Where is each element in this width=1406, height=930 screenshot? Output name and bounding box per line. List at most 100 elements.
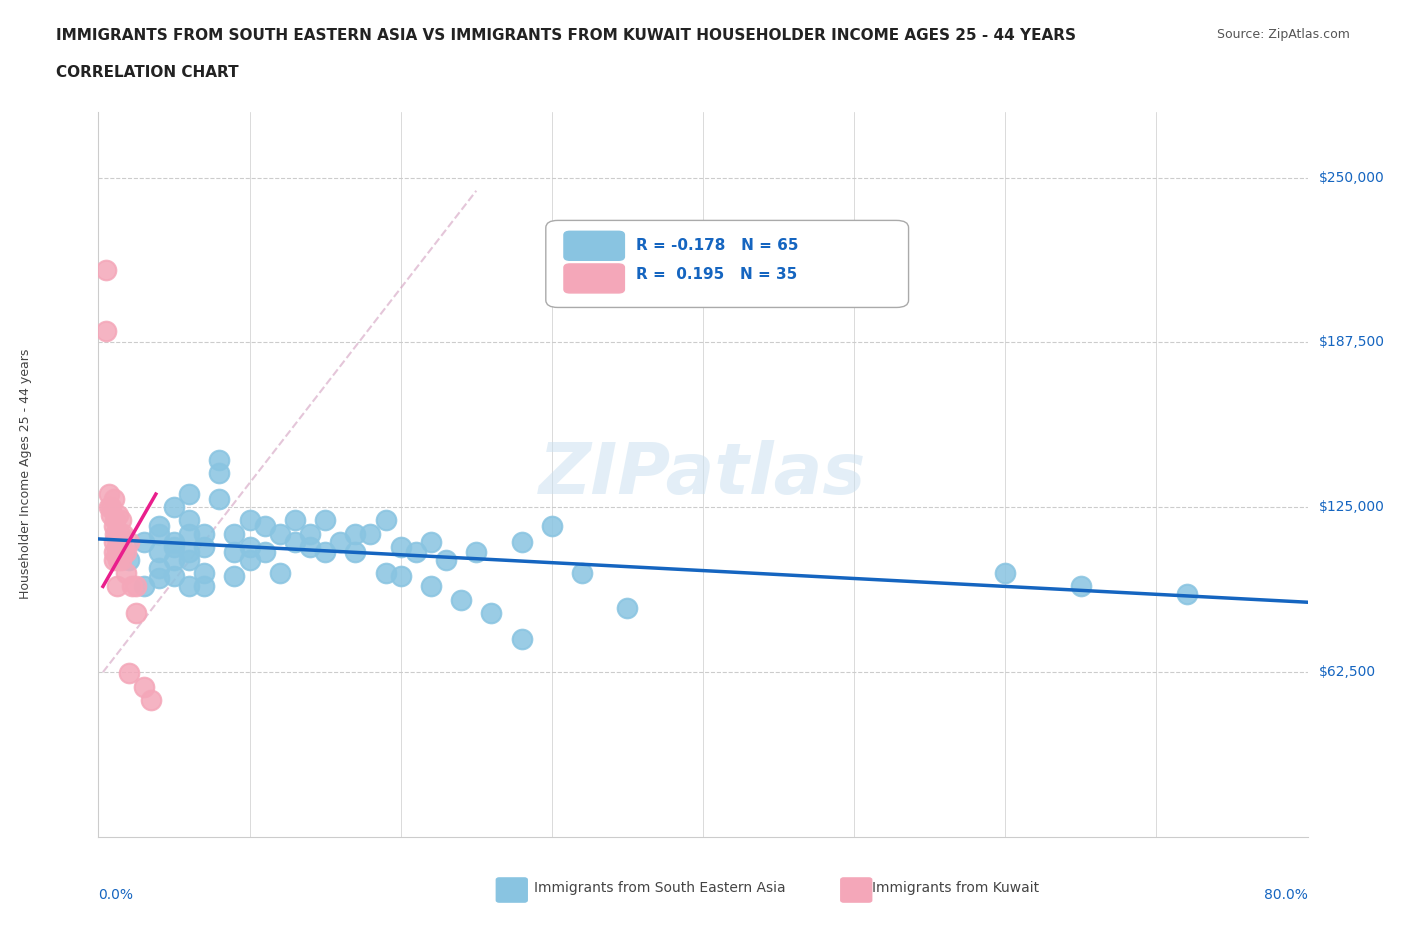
Point (193, 579, 215, 594)
Point (94, 262, 117, 277)
Point (118, 552, 141, 567)
Point (284, 534, 307, 549)
Point (177, 526, 201, 541)
Point (105, 545, 128, 560)
Point (110, 513, 132, 528)
Point (125, 605, 148, 620)
Point (118, 666, 141, 681)
Text: 0.0%: 0.0% (98, 888, 134, 902)
Point (450, 592, 472, 607)
Point (100, 508, 122, 523)
Point (193, 565, 215, 580)
Point (374, 565, 396, 580)
Point (100, 499, 122, 514)
Point (107, 534, 129, 549)
Text: R = -0.178   N = 65: R = -0.178 N = 65 (637, 238, 799, 253)
Point (344, 526, 367, 541)
Point (94, 323, 117, 338)
Point (163, 499, 186, 514)
Text: $187,500: $187,500 (1319, 336, 1385, 350)
Point (177, 552, 201, 567)
Point (344, 545, 367, 560)
Text: $62,500: $62,500 (1319, 665, 1376, 679)
Point (104, 526, 127, 541)
FancyBboxPatch shape (546, 220, 908, 308)
Point (103, 552, 125, 567)
Point (510, 534, 533, 549)
Point (374, 513, 396, 528)
Text: R =  0.195   N = 35: R = 0.195 N = 35 (637, 267, 797, 283)
Point (510, 631, 533, 646)
Point (105, 539, 128, 554)
Point (193, 526, 215, 541)
Point (299, 539, 322, 554)
Text: CORRELATION CHART: CORRELATION CHART (56, 65, 239, 80)
Point (148, 571, 170, 586)
Point (110, 534, 132, 549)
Point (163, 552, 186, 567)
Point (163, 568, 186, 583)
Point (148, 545, 170, 560)
Point (405, 545, 427, 560)
Point (193, 539, 215, 554)
Point (616, 600, 638, 615)
Text: IMMIGRANTS FROM SOUTH EASTERN ASIA VS IMMIGRANTS FROM KUWAIT HOUSEHOLDER INCOME : IMMIGRANTS FROM SOUTH EASTERN ASIA VS IM… (56, 28, 1076, 43)
Point (148, 526, 170, 541)
Text: $250,000: $250,000 (1319, 170, 1385, 184)
Point (163, 539, 186, 554)
Point (329, 534, 352, 549)
Point (540, 518, 562, 533)
Point (98, 499, 121, 514)
Point (104, 513, 127, 528)
Point (148, 518, 170, 533)
Point (107, 552, 129, 567)
Point (177, 545, 201, 560)
Text: 80.0%: 80.0% (1264, 888, 1308, 902)
Point (571, 565, 593, 580)
Point (103, 534, 125, 549)
Text: Immigrants from South Eastern Asia: Immigrants from South Eastern Asia (534, 881, 786, 896)
Point (239, 552, 262, 567)
Point (103, 518, 125, 533)
Point (1175, 587, 1198, 602)
Point (224, 568, 246, 583)
Point (141, 693, 163, 708)
Point (98, 486, 121, 501)
Point (465, 545, 488, 560)
Point (177, 486, 201, 501)
Point (108, 545, 131, 560)
Point (208, 466, 231, 481)
Point (314, 545, 336, 560)
Point (239, 539, 262, 554)
Point (299, 526, 322, 541)
Point (314, 513, 336, 528)
Point (103, 492, 125, 507)
Point (224, 545, 246, 560)
Point (434, 552, 457, 567)
Point (419, 534, 441, 549)
FancyBboxPatch shape (564, 232, 624, 260)
Point (132, 579, 155, 594)
Point (132, 534, 155, 549)
Point (148, 561, 170, 576)
Point (389, 539, 412, 554)
Point (163, 534, 186, 549)
Point (177, 513, 201, 528)
Point (111, 526, 134, 541)
Text: Immigrants from Kuwait: Immigrants from Kuwait (872, 881, 1039, 896)
Text: $125,000: $125,000 (1319, 500, 1385, 514)
Text: Householder Income Ages 25 - 44 years: Householder Income Ages 25 - 44 years (20, 349, 32, 600)
Point (103, 545, 125, 560)
Point (481, 605, 503, 620)
Point (110, 552, 132, 567)
Point (111, 545, 134, 560)
Point (253, 518, 276, 533)
Point (284, 513, 307, 528)
Point (239, 513, 262, 528)
Point (1070, 579, 1092, 594)
Point (118, 534, 141, 549)
Point (125, 579, 148, 594)
Point (419, 579, 441, 594)
Point (224, 526, 246, 541)
Point (389, 568, 412, 583)
